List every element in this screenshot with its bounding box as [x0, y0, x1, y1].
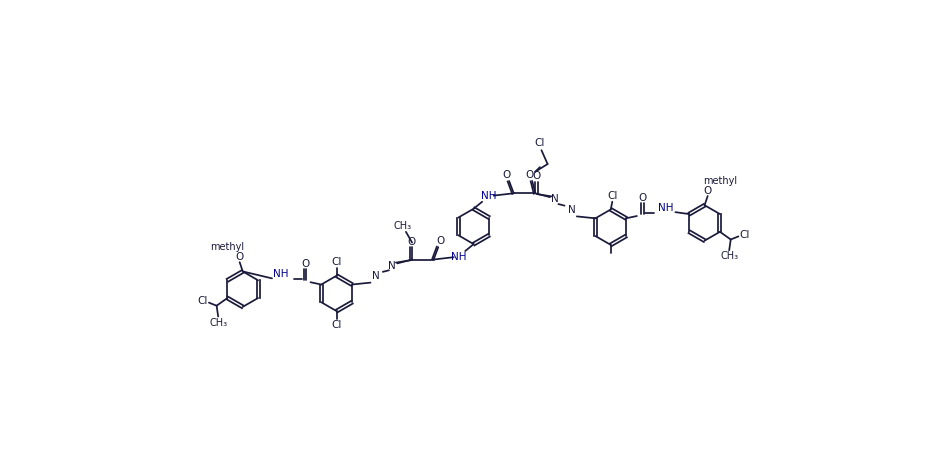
- Text: Cl: Cl: [535, 138, 545, 148]
- Text: O: O: [407, 237, 415, 247]
- Text: N: N: [568, 205, 575, 215]
- Text: N: N: [551, 194, 560, 204]
- Text: O: O: [502, 170, 511, 180]
- Text: NH: NH: [451, 252, 467, 262]
- Text: O: O: [525, 170, 534, 180]
- Text: NH: NH: [274, 269, 289, 279]
- Text: CH₃: CH₃: [209, 318, 228, 328]
- Text: O: O: [704, 186, 712, 196]
- Text: Cl: Cl: [331, 320, 342, 330]
- Text: CH₃: CH₃: [394, 220, 412, 231]
- Text: Cl: Cl: [331, 257, 342, 267]
- Text: O: O: [236, 252, 244, 262]
- Text: methyl: methyl: [703, 176, 737, 186]
- Text: CH₃: CH₃: [721, 251, 738, 261]
- Text: N: N: [388, 261, 396, 271]
- Text: Cl: Cl: [607, 190, 618, 200]
- Text: O: O: [437, 236, 445, 246]
- Text: NH: NH: [659, 202, 674, 212]
- Text: Cl: Cl: [198, 296, 208, 306]
- Text: N: N: [372, 271, 380, 282]
- Text: O: O: [301, 259, 309, 269]
- Text: Cl: Cl: [739, 230, 750, 240]
- Text: O: O: [638, 192, 647, 202]
- Text: O: O: [532, 171, 540, 180]
- Text: NH: NH: [481, 190, 496, 200]
- Text: methyl: methyl: [210, 242, 244, 252]
